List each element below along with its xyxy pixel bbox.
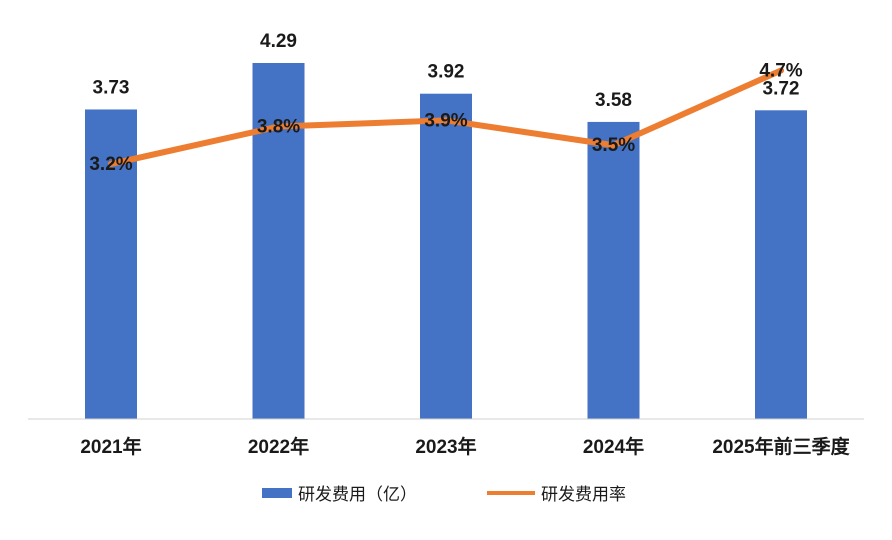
rate-value-label-3: 3.5% — [592, 135, 635, 156]
category-label-1: 2022年 — [248, 435, 309, 458]
bar-value-label-0: 3.73 — [93, 77, 130, 98]
legend-bar-label: 研发费用（亿） — [298, 485, 417, 504]
category-label-2: 2023年 — [415, 435, 476, 458]
legend-line-label: 研发费用率 — [541, 485, 626, 504]
bars-layer — [85, 63, 807, 420]
bar-3 — [587, 121, 640, 420]
categories-layer: 2021年 2022年 2023年 2024年 2025年前三季度 — [80, 435, 850, 458]
rate-value-label-1: 3.8% — [257, 117, 300, 138]
labels-layer: 3.73 4.29 3.92 3.58 3.72 3.2% 3.8% 3.9% 3.5% 4.7% — [89, 31, 802, 175]
rate-value-label-4: 4.7% — [759, 60, 802, 81]
bar-value-label-4: 3.72 — [763, 78, 800, 99]
rate-point-0 — [108, 160, 114, 167]
rate-point-2 — [443, 117, 449, 124]
legend-bar-swatch — [262, 488, 292, 498]
rate-value-label-0: 3.2% — [89, 154, 132, 175]
category-label-4: 2025年前三季度 — [712, 435, 850, 458]
bar-2 — [420, 93, 472, 419]
bar-value-label-3: 3.58 — [595, 90, 632, 111]
bar-1 — [252, 63, 305, 419]
rate-value-label-2: 3.9% — [424, 110, 467, 131]
category-label-3: 2024年 — [583, 435, 644, 458]
rate-point-4 — [778, 67, 784, 74]
category-label-0: 2021年 — [80, 435, 141, 458]
line-layer — [108, 67, 784, 167]
bar-value-label-2: 3.92 — [428, 62, 465, 83]
bar-value-label-1: 4.29 — [260, 31, 297, 52]
legend: 研发费用（亿） 研发费用率 — [262, 485, 626, 504]
bar-4 — [755, 110, 807, 420]
rate-point-1 — [275, 123, 282, 130]
rate-point-3 — [610, 142, 617, 149]
